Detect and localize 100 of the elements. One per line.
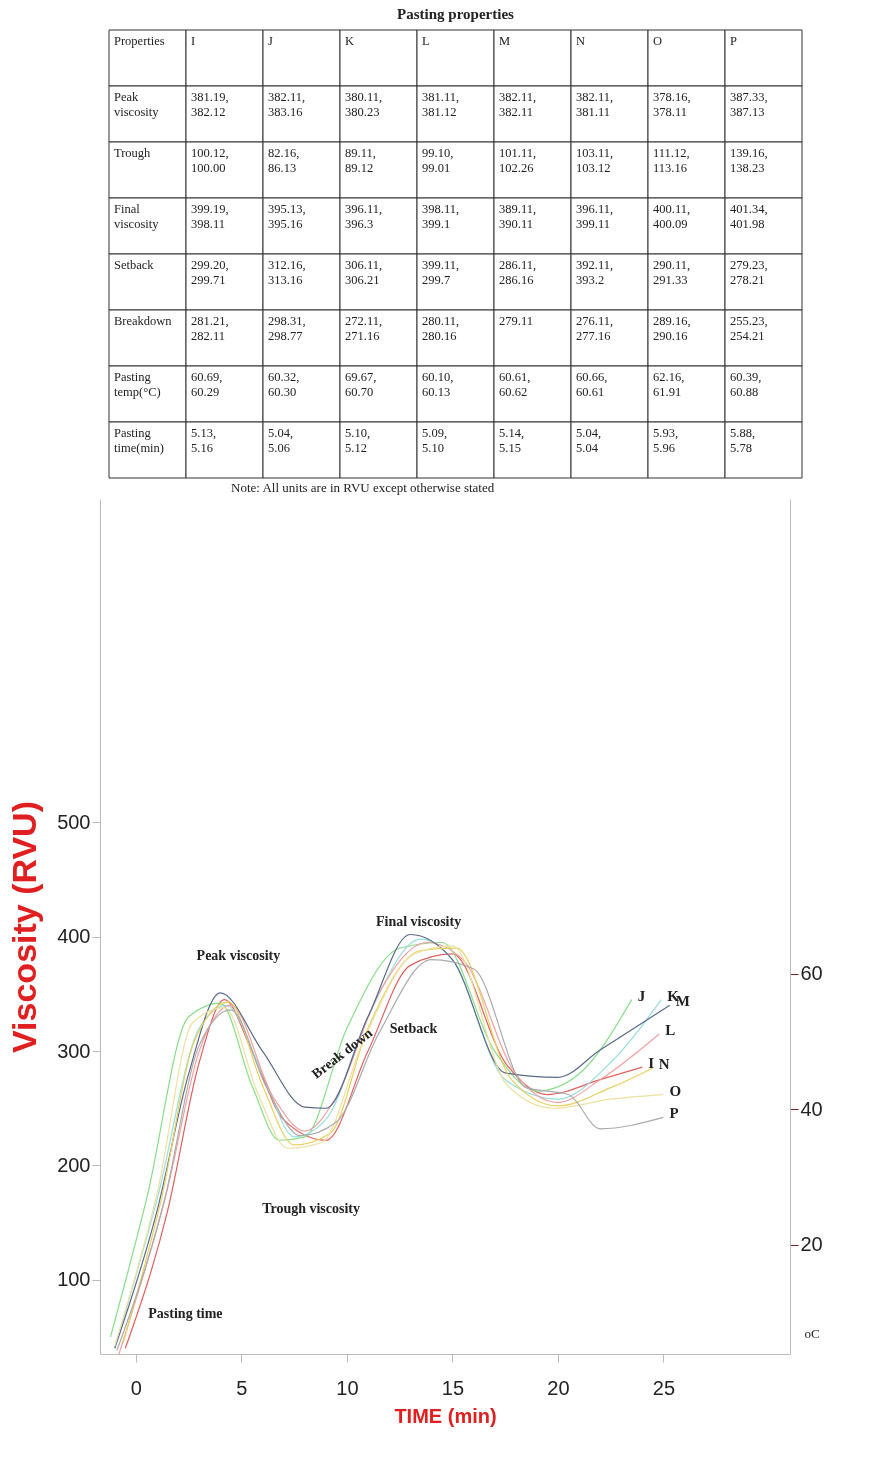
text: 5.04, 5.06 [268, 426, 293, 455]
annotation: Setback [389, 1021, 438, 1037]
text: 100.12, 100.00 [191, 146, 229, 175]
text: 286.11,286.16 [499, 258, 537, 287]
category-label: Properties [114, 34, 165, 48]
text: Pasting properties [397, 5, 515, 22]
text: 312.16,313.16 [268, 258, 306, 287]
text: 299.20, 299.71 [191, 258, 229, 287]
category-label: Pasting temp(°C) [114, 370, 161, 399]
x-tick-label: 15 [441, 1376, 465, 1399]
x-tick-label: 20 [547, 1376, 570, 1399]
x-axis-title: TIME (min) [394, 1404, 497, 1427]
text: 387.33, 387.13 [730, 90, 768, 119]
text: 5.09,5.10 [422, 426, 447, 455]
text: 89.11,89.12 [345, 146, 376, 175]
y2-tick-label: 40 [800, 1097, 823, 1120]
series-label: L [665, 1021, 676, 1038]
category-label: Setback [114, 258, 154, 272]
text: 378.16, 378.11 [653, 90, 691, 119]
category-label: Peak viscosity [114, 90, 159, 119]
text: 101.11,102.26 [499, 146, 537, 175]
annotation: Pasting time [148, 1305, 223, 1321]
x-tick-label: 10 [336, 1376, 359, 1399]
category-label: I [191, 34, 196, 48]
text: 381.11, 381.12 [422, 90, 460, 119]
text: 139.16, 138.23 [730, 146, 768, 175]
text: 60.69,60.29 [191, 370, 223, 399]
text: 69.67, 60.70 [345, 370, 377, 399]
text: 298.31,298.77 [268, 314, 306, 343]
text: 279.11 [499, 314, 533, 328]
series-label: J [637, 987, 646, 1004]
y-axis-title: Viscosity (RVU) [5, 801, 44, 1053]
text: 290.11, 291.33 [653, 258, 691, 287]
x-tick-label: 0 [130, 1376, 142, 1399]
series-label: N [658, 1056, 670, 1073]
text: 5.14,5.15 [499, 426, 524, 455]
y2-tick-label: 20 [800, 1233, 823, 1256]
text: 60.39,60.88 [730, 370, 762, 399]
category-label: P [730, 34, 737, 48]
text: 392.11,393.2 [576, 258, 614, 287]
text: 5.93,5.96 [653, 426, 678, 455]
text: 398.11, 399.1 [422, 202, 460, 231]
text: 60.10, 60.13 [422, 370, 454, 399]
category-label: K [345, 34, 355, 48]
y-tick-label: 300 [57, 1039, 91, 1062]
category-label: O [653, 34, 663, 48]
text: 381.19, 382.12 [191, 90, 229, 119]
text: 382.11,383.16 [268, 90, 306, 119]
text: 382.11,381.11 [576, 90, 614, 119]
text: 280.11, 280.16 [422, 314, 460, 343]
series-label: P [669, 1105, 679, 1122]
text: 60.66, 60.61 [576, 370, 608, 399]
text: 395.13,395.16 [268, 202, 306, 231]
category-label: L [422, 34, 430, 48]
text: 5.04,5.04 [576, 426, 601, 455]
text: 399.11, 299.7 [422, 258, 460, 287]
text: 60.61,60.62 [499, 370, 531, 399]
category-label: M [499, 34, 511, 48]
category-label: N [576, 34, 586, 48]
x-tick-label: 5 [236, 1376, 248, 1399]
text: 382.11,382.11 [499, 90, 537, 119]
category-label: Pasting time(min) [114, 426, 164, 455]
text: 5.88,5.78 [730, 426, 755, 455]
text: 62.16,61.91 [653, 370, 685, 399]
text: 255.23, 254.21 [730, 314, 768, 343]
text: 389.11, 390.11 [499, 202, 537, 231]
x-tick-label: 25 [652, 1376, 676, 1399]
text: 380.11, 380.23 [345, 90, 383, 119]
text: 279.23, 278.21 [730, 258, 768, 287]
category-label: Breakdown [114, 314, 172, 328]
y2-axis-title: oC [804, 1325, 820, 1341]
text: 396.11, 399.11 [576, 202, 614, 231]
text: 276.11,277.16 [576, 314, 614, 343]
text: 396.11, 396.3 [345, 202, 383, 231]
text: 111.12, 113.16 [653, 146, 690, 175]
text: 5.10, 5.12 [345, 426, 370, 455]
y-tick-label: 200 [57, 1153, 91, 1176]
category-label: J [268, 34, 273, 48]
text: 399.19, 398.11 [191, 202, 229, 231]
text: 99.10,99.01 [422, 146, 454, 175]
text: Note: All units are in RVU except otherwise stated [231, 480, 495, 495]
text: 272.11, 271.16 [345, 314, 383, 343]
category-label: Final viscosity [114, 202, 159, 231]
y-tick-label: 400 [57, 925, 91, 948]
y-tick-label: 500 [57, 810, 91, 833]
text: 281.21, 282.11 [191, 314, 229, 343]
annotation: Peak viscosity [196, 948, 281, 964]
text: 60.32,60.30 [268, 370, 300, 399]
text: 82.16,86.13 [268, 146, 300, 175]
text: 289.16, 290.16 [653, 314, 691, 343]
series-label: O [669, 1082, 682, 1099]
text: 400.11, 400.09 [653, 202, 691, 231]
text: 5.13,5.16 [191, 426, 216, 455]
text: 401.34, 401.98 [730, 202, 768, 231]
y2-tick-label: 60 [800, 962, 823, 985]
category-label: Trough [114, 146, 151, 160]
y-tick-label: 100 [57, 1268, 91, 1291]
text: 306.11, 306.21 [345, 258, 383, 287]
annotation: Final viscosity [376, 914, 462, 930]
annotation: Trough viscosity [262, 1200, 361, 1216]
